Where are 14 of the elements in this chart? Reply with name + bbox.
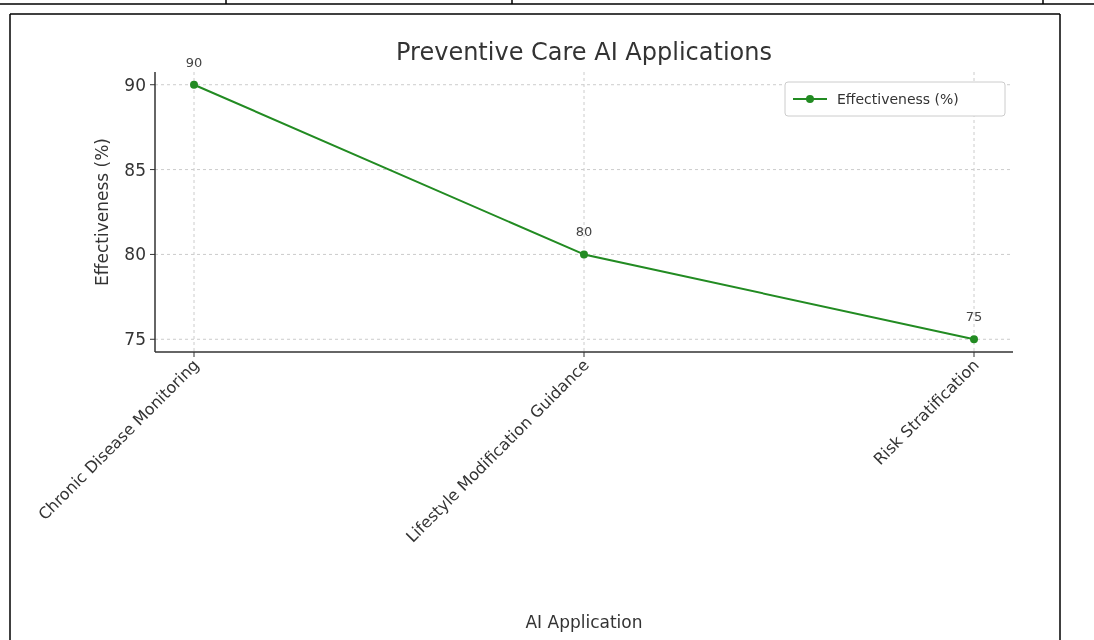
y-tick-label: 90 [124,74,146,95]
point [190,80,198,89]
chart-title: Preventive Care AI Applications [396,38,772,66]
legend-label: Effectiveness (%) [837,91,959,107]
data-label: 90 [185,54,203,70]
y-axis-title: Effectiveness (%) [92,138,112,286]
data-label: 75 [965,309,983,325]
point [580,250,588,259]
point [970,335,978,344]
x-axis-title: AI Application [525,612,643,632]
y-tick-label: 80 [124,244,146,265]
y-tick-label: 75 [124,329,146,350]
data-label: 80 [575,224,593,240]
y-tick-label: 85 [124,159,146,180]
